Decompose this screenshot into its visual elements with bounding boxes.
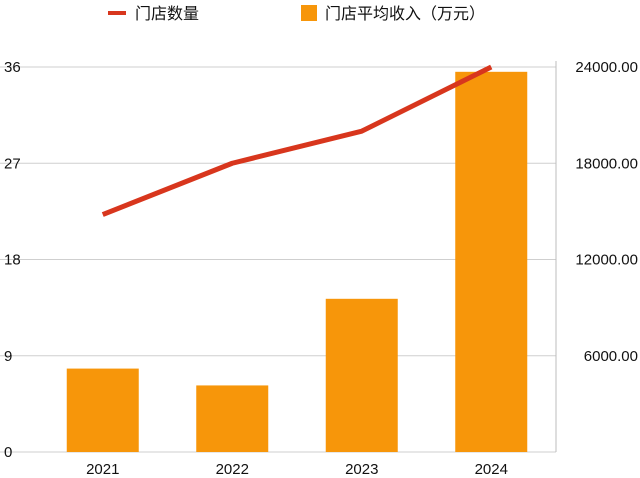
left-axis-tick-label: 18	[4, 252, 21, 269]
line-path	[101, 64, 493, 217]
x-axis-tick-label: 2024	[475, 461, 508, 478]
legend-line-swatch	[108, 11, 126, 15]
legend: 门店数量 门店平均收入（万元）	[108, 5, 485, 23]
line-series	[101, 64, 493, 217]
bar	[196, 385, 269, 452]
x-axis-ticks: 2021 2022 2023 2024	[86, 461, 508, 478]
right-axis-tick-label: 6000.00	[584, 348, 638, 365]
legend-label: 门店数量	[135, 5, 199, 23]
right-axis-tick-label: 12000.00	[575, 252, 638, 269]
x-axis-tick-label: 2023	[345, 461, 378, 478]
bar	[455, 71, 528, 452]
right-axis-ticks: 6000.00 12000.00 18000.00 24000.00	[575, 59, 638, 365]
left-axis-tick-label: 9	[4, 348, 12, 365]
right-axis-tick-label: 24000.00	[575, 59, 638, 76]
legend-label: 门店平均收入（万元）	[325, 5, 485, 23]
right-axis-tick-label: 18000.00	[575, 155, 638, 172]
x-axis-tick-label: 2021	[86, 461, 119, 478]
bar	[66, 368, 139, 452]
bar	[325, 298, 398, 452]
left-axis-tick-label: 36	[4, 59, 21, 76]
left-axis-tick-label: 27	[4, 155, 21, 172]
left-axis-ticks: 0 9 18 27 36	[4, 59, 21, 461]
left-axis-tick-label: 0	[4, 444, 12, 461]
bar-series	[66, 71, 528, 452]
legend-item-store-count: 门店数量	[108, 5, 199, 23]
legend-item-avg-revenue: 门店平均收入（万元）	[301, 5, 485, 23]
x-axis-tick-label: 2022	[216, 461, 249, 478]
legend-bar-swatch	[301, 5, 317, 21]
